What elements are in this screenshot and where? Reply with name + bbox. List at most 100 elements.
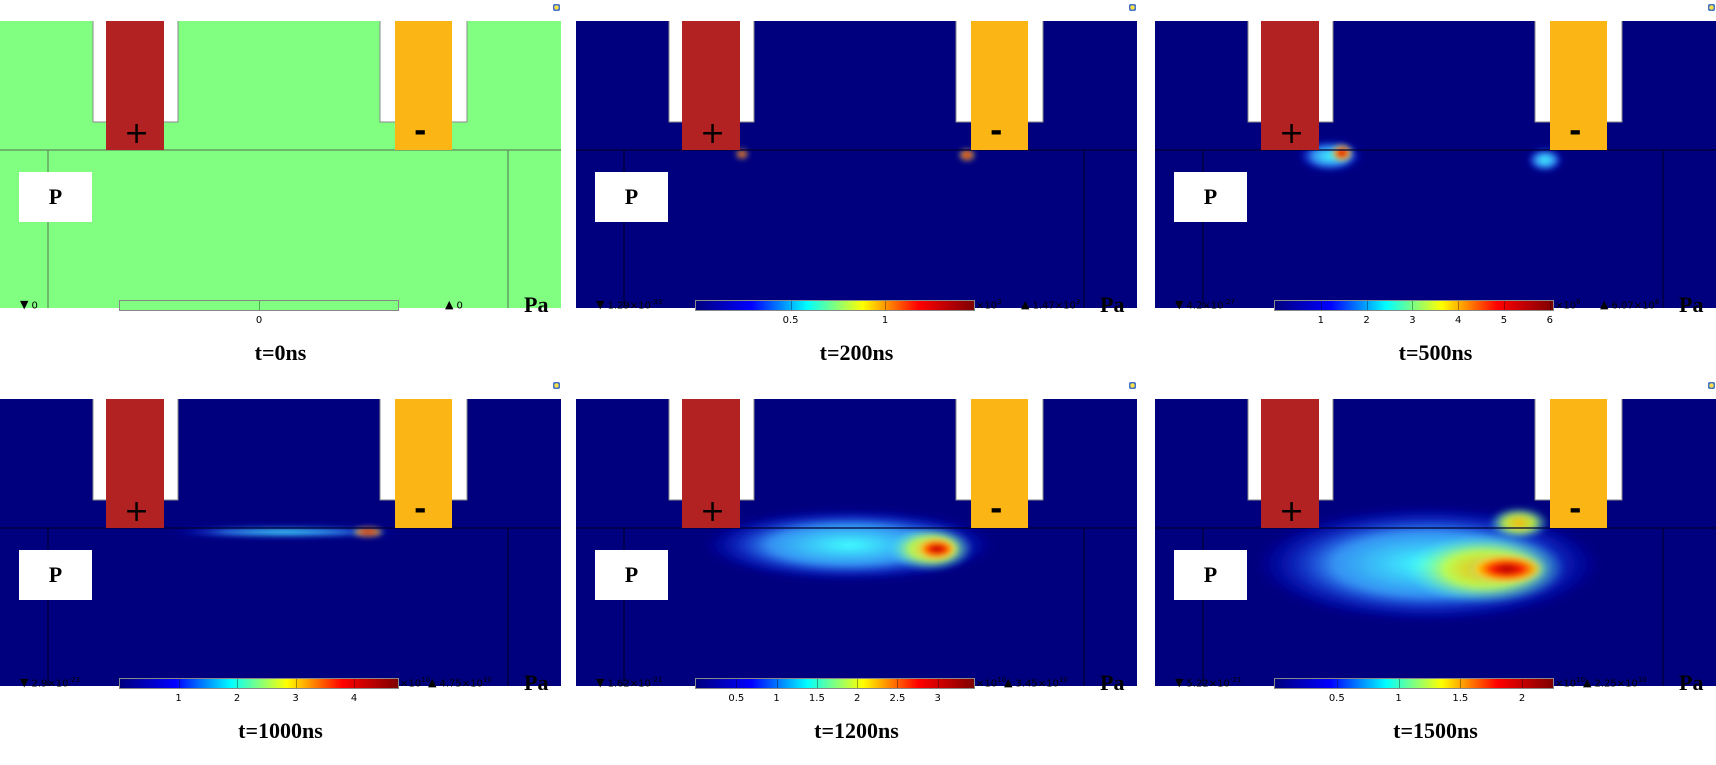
cathode-electrode <box>395 399 452 528</box>
colorbar-legend: ▼ 2.9×10-23 1 2 3 4 ×1010 ▲ 4.75×1010 Pa <box>0 670 561 716</box>
anode-electrode <box>106 21 164 150</box>
pressure-hotspot <box>352 527 384 537</box>
colorbar-tick-label: 0.5 <box>782 315 799 326</box>
multiplier-base: ×10 <box>976 300 998 312</box>
max-mantissa: 3.45×10 <box>1015 678 1059 690</box>
colorbar-legend: ▼ 4.2×10-27 1 2 3 4 5 6 ×106 ▲ 6.07×106 Pa <box>1155 292 1716 338</box>
min-exponent: -27 <box>1223 298 1235 306</box>
colorbar-tick-label: 0.5 <box>728 693 745 704</box>
multiplier-exponent: 6 <box>1576 298 1581 306</box>
settings-icon[interactable] <box>1708 382 1715 389</box>
min-mantissa: 5.22×10 <box>1186 678 1230 690</box>
pressure-hotspot <box>1489 507 1549 539</box>
cathode-electrode <box>395 21 452 150</box>
cathode-electrode <box>1550 21 1607 150</box>
min-triangle-icon: ▼ <box>596 298 605 312</box>
min-mantissa: 2.9×10 <box>31 678 69 690</box>
colorbar-tick-mark <box>1320 301 1322 310</box>
settings-icon[interactable] <box>1708 4 1715 11</box>
time-label: t=500ns <box>1398 340 1473 365</box>
colorbar-tick-label: 0 <box>255 315 263 326</box>
unit-label: Pa <box>1679 292 1704 317</box>
colorbar-tick-mark <box>1412 301 1414 310</box>
max-mantissa: 4.75×10 <box>439 678 483 690</box>
min-value: ▼ 5.22×10-21 <box>1175 676 1241 689</box>
map-canvas <box>576 399 1137 686</box>
max-value: ▲ 4.75×1010 <box>428 676 492 689</box>
colorbar-tick-mark <box>937 679 939 688</box>
region-p-label: P <box>595 172 668 222</box>
multiplier-base: ×10 <box>400 678 422 690</box>
colorbar-tick-label: 5 <box>1500 315 1508 326</box>
pressure-hotspot <box>1467 553 1547 585</box>
colorbar-tick-mark <box>1460 679 1462 688</box>
colorbar-tick-mark <box>178 679 180 688</box>
colorbar-tick-mark <box>885 301 887 310</box>
max-triangle-icon: ▲ <box>445 298 454 312</box>
max-value: ▲ 6.07×106 <box>1600 298 1659 311</box>
colorbar-tick-label: 3 <box>934 693 941 704</box>
pressure-map: + - P <box>576 399 1137 686</box>
multiplier-exponent: 10 <box>997 676 1007 684</box>
anode-electrode <box>1261 399 1319 528</box>
anode-label: + <box>1279 494 1305 529</box>
colorbar-multiplier: ×1010 <box>976 676 1006 689</box>
settings-icon[interactable] <box>1129 382 1136 389</box>
pressure-hotspot <box>1527 148 1563 172</box>
pressure-hotspot <box>1331 144 1353 162</box>
multiplier-exponent: 10 <box>421 676 431 684</box>
unit-label: Pa <box>1679 670 1704 695</box>
colorbar-tick-label: 0.5 <box>1328 693 1345 704</box>
colorbar: 1 2 3 4 <box>119 678 399 704</box>
colorbar-tick-mark <box>857 679 859 688</box>
domain-background <box>0 21 561 308</box>
unit-label: Pa <box>1100 292 1125 317</box>
cathode-label: - <box>1569 492 1582 527</box>
pressure-map: + - P <box>0 21 561 308</box>
settings-icon[interactable] <box>553 382 560 389</box>
min-value: ▼ 1.29×10-33 <box>596 298 662 311</box>
colorbar-tick-mark <box>1366 301 1368 310</box>
min-exponent: -33 <box>650 298 663 306</box>
colorbar-tick-label: 1 <box>881 315 889 326</box>
colorbar-tick-label: 6 <box>1546 315 1553 326</box>
min-triangle-icon: ▼ <box>1175 298 1184 312</box>
region-p-label: P <box>1174 550 1247 600</box>
multiplier-base: ×10 <box>1555 678 1577 690</box>
anode-label: + <box>700 494 726 529</box>
min-exponent: -21 <box>1229 676 1242 684</box>
map-canvas <box>0 399 561 686</box>
cathode-label: - <box>414 492 427 527</box>
cathode-label: - <box>414 114 427 149</box>
colorbar-tick-mark <box>237 679 239 688</box>
domain-background <box>576 21 1137 308</box>
colorbar-tick-mark <box>1522 679 1524 688</box>
min-mantissa: 1.29×10 <box>607 300 651 312</box>
cathode-electrode <box>971 399 1028 528</box>
multiplier-base: ×10 <box>1555 300 1577 312</box>
min-triangle-icon: ▼ <box>20 298 29 312</box>
colorbar-tick-mark <box>1458 301 1460 310</box>
max-triangle-icon: ▲ <box>1583 676 1592 690</box>
colorbar-tick-label: 3 <box>292 693 299 704</box>
colorbar-tick-label: 2 <box>853 693 861 704</box>
colorbar-tick-mark <box>816 679 818 688</box>
domain-background <box>1155 21 1716 308</box>
min-value: ▼ 1.62×10-21 <box>596 676 662 689</box>
region-p-label: P <box>19 172 92 222</box>
settings-icon[interactable] <box>553 4 560 11</box>
settings-icon[interactable] <box>1129 4 1136 11</box>
max-exponent: 10 <box>1058 676 1068 684</box>
max-mantissa: 2.25×10 <box>1594 678 1638 690</box>
time-label: t=1200ns <box>814 718 899 743</box>
max-exponent: 3 <box>1075 298 1081 306</box>
map-canvas <box>1155 21 1716 308</box>
max-mantissa: 1.47×10 <box>1032 300 1076 312</box>
colorbar: 1 2 3 4 5 6 <box>1274 300 1554 326</box>
colorbar-tick-label: 1 <box>773 693 780 704</box>
min-exponent: -23 <box>68 676 80 684</box>
max-exponent: 10 <box>1637 676 1647 684</box>
min-mantissa: 4.2×10 <box>1186 300 1224 312</box>
min-exponent: -21 <box>650 676 663 684</box>
colorbar-tick-label: 2.5 <box>889 693 906 704</box>
